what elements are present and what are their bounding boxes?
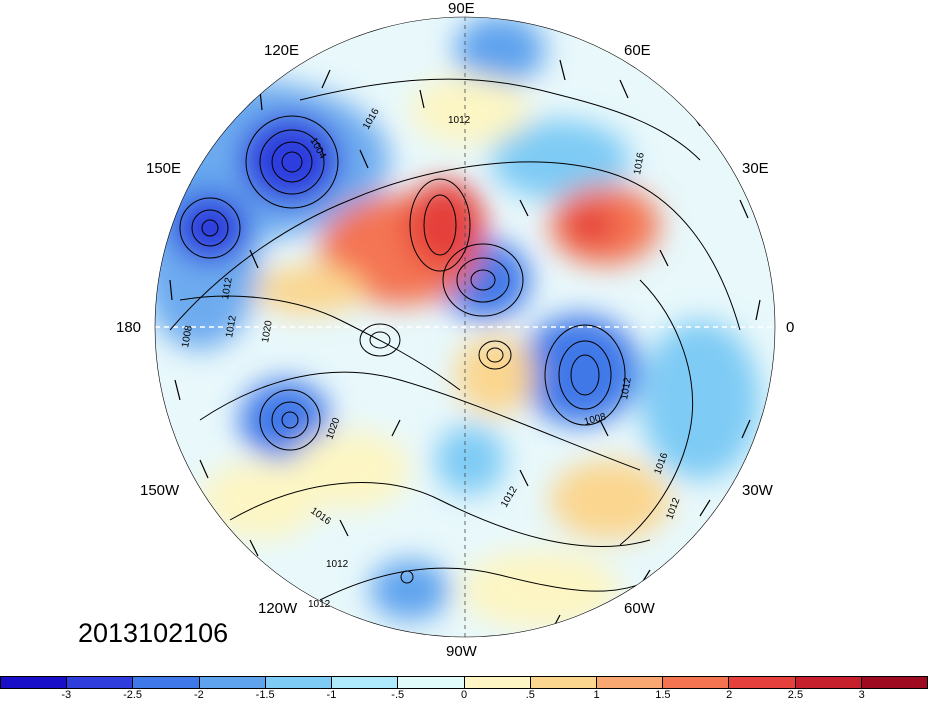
colorbar-tick-label: -1.5: [255, 689, 275, 701]
colorbar-segment: [398, 677, 465, 688]
lon-label-30e: 30E: [742, 160, 769, 177]
colorbar-segment: [729, 677, 796, 688]
polar-map: 1016 1012 1004 1012 1008 1012 1020 1008 …: [154, 16, 776, 638]
contour-label: 1016: [632, 151, 647, 175]
colorbar-segment: [663, 677, 730, 688]
colorbar-segment: [199, 677, 266, 688]
lon-label-150e: 150E: [146, 160, 182, 177]
contour-label: 1012: [224, 314, 239, 338]
lon-label-90e: 90E: [448, 0, 475, 17]
colorbar-segment: [596, 677, 664, 688]
colorbar-segment: [67, 677, 134, 688]
colorbar-tick-label: .5: [525, 689, 535, 701]
colorbar-segment: [1, 677, 68, 688]
colorbar: [0, 676, 928, 689]
colorbar-tick-label: -2.5: [123, 689, 143, 701]
colorbar-tick-label: -3: [61, 689, 72, 701]
contour-label: 1012: [326, 559, 349, 570]
colorbar-segment: [464, 677, 531, 688]
colorbar-tick-label: -2: [193, 689, 204, 701]
lon-label-180: 180: [116, 319, 142, 336]
colorbar-segment: [795, 677, 862, 688]
colorbar-segment: [332, 677, 399, 688]
contour-label: 1008: [180, 324, 195, 348]
map-boundary: [154, 16, 776, 638]
contour-label: 1012: [220, 276, 235, 300]
colorbar-segment: [133, 677, 200, 688]
colorbar-tick-label: -1: [326, 689, 337, 701]
colorbar-tick-label: -.5: [391, 689, 405, 701]
lon-label-120w: 120W: [258, 600, 298, 617]
colorbar-segment: [861, 677, 928, 688]
lon-label-120e: 120E: [264, 42, 300, 59]
lon-label-150w: 150W: [140, 482, 180, 499]
lon-label-60e: 60E: [624, 42, 651, 59]
contour-label: 1020: [260, 319, 275, 343]
colorbar-tick-label: 2: [726, 689, 733, 701]
colorbar-tick-label: 1: [593, 689, 600, 701]
lon-label-90w: 90W: [446, 643, 477, 660]
colorbar-tick-label: 3: [858, 689, 865, 701]
lon-label-30w: 30W: [742, 482, 773, 499]
lon-label-60w: 60W: [624, 600, 655, 617]
colorbar-tick-label: 0: [460, 689, 468, 701]
lon-label-0: 0: [786, 319, 795, 336]
pressure-contours: [169, 78, 741, 601]
contour-label: 1012: [448, 115, 471, 126]
colorbar-tick-label: 2.5: [787, 689, 804, 701]
timestamp-label: 2013102106: [78, 618, 229, 648]
colorbar-segment: [530, 677, 597, 688]
contour-label: 1012: [619, 376, 634, 400]
contour-label: 1012: [308, 599, 331, 610]
colorbar-segment: [265, 677, 333, 688]
colorbar-tick-label: 1.5: [655, 689, 671, 701]
